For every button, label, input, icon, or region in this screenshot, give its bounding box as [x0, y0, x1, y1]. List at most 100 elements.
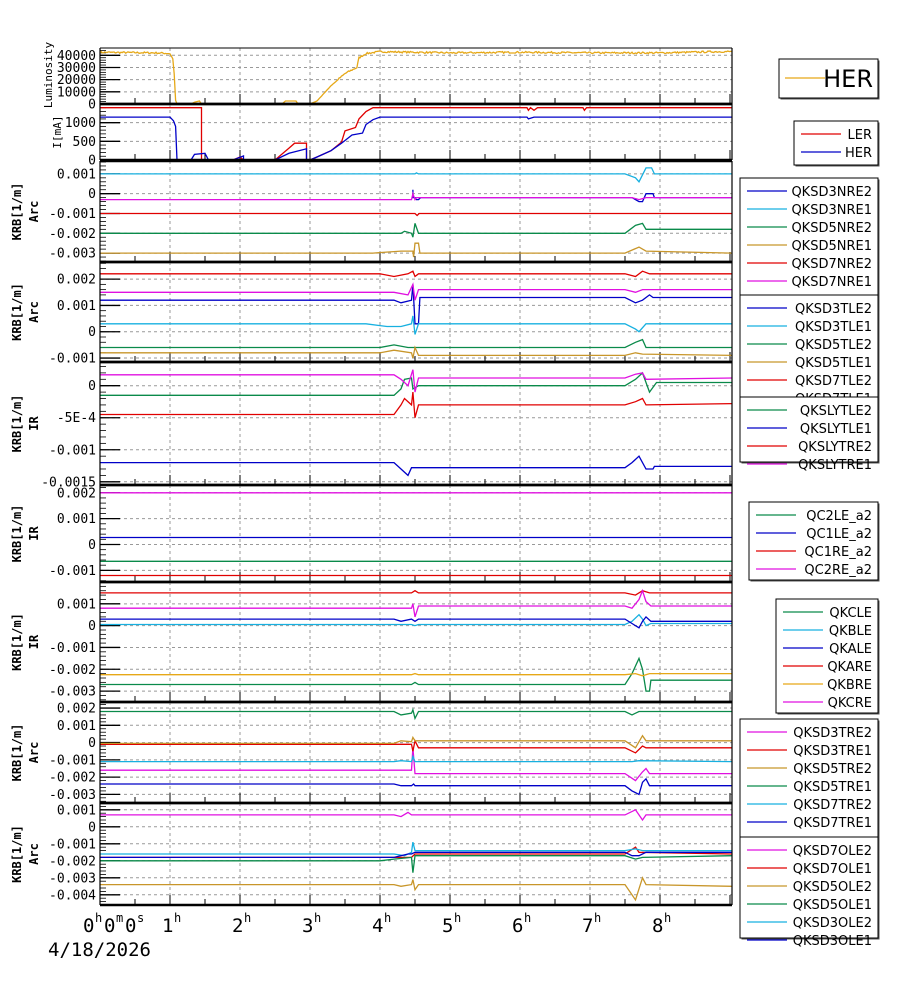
legend-label: QKBLE: [829, 624, 872, 639]
y-tick-label: 0: [88, 820, 96, 835]
series-line-QKSD7TLE1: [100, 282, 733, 301]
legend-label: QKSD3NRE1: [791, 203, 872, 218]
legend-label: LER: [848, 128, 873, 143]
legend-box: [739, 836, 879, 939]
x-tick-unit: h: [244, 911, 251, 925]
y-tick-label: -0.002: [49, 227, 96, 242]
panel-arc_nr: 0.001 0 -0.001 -0.002 -0.003 KRB[1/m] Arc: [10, 159, 733, 264]
legend-box: [739, 177, 879, 299]
legend-label: QKSD3TRE2: [793, 726, 872, 741]
series-line-QKSLYTRE2: [100, 392, 733, 418]
legend-label: QKSLYTLE2: [800, 404, 872, 419]
y-tick-label: 0.001: [57, 719, 96, 734]
y-axis-sublabel: IR: [27, 416, 41, 431]
series-line-QKSD5TRE1: [100, 707, 733, 721]
legend-box: [739, 718, 879, 840]
x-tick-unit: s: [137, 911, 144, 925]
y-tick-label: 10000: [57, 85, 96, 100]
legend-box: [748, 501, 879, 581]
series-line-QKSD7OLE2: [100, 808, 733, 822]
legend-ir_sly: QKSLYTLE2 QKSLYTLE1 QKSLYTRE2 QKSLYTRE1: [739, 396, 880, 473]
y-tick-label: 0: [88, 538, 96, 553]
panel-arc_tr: 0.002 0.001 0 -0.001 -0.002 -0.003 KRB[1/m] Arc: [10, 700, 733, 805]
y-axis-label: KRB[1/m]: [10, 283, 24, 341]
y-tick-label: 500: [73, 135, 96, 150]
y-tick-label: -0.001: [49, 564, 96, 579]
series-line-HER: [99, 50, 733, 105]
y-axis-label: I[mA]: [51, 115, 64, 148]
y-tick-label: -0.001: [49, 641, 96, 656]
legend-current: LER HER: [793, 120, 880, 167]
y-axis-label: Luminosity: [42, 42, 55, 109]
legend-label: QKSD3OLE1: [793, 934, 872, 949]
legend-label: QKSLYTRE2: [798, 440, 872, 455]
legend-label: HER: [845, 146, 872, 161]
y-tick-label: 0.001: [57, 512, 96, 527]
y-tick-label: 40000: [57, 49, 96, 64]
legend-label: QKSD5TLE1: [795, 356, 872, 371]
y-tick-label: 0.001: [57, 299, 96, 314]
legend-ir_qk: QKCLE QKBLE QKALE QKARE QKBRE QKCRE: [775, 598, 880, 715]
y-axis-sublabel: Arc: [27, 843, 41, 865]
legend-box: [793, 120, 879, 166]
legend-label: QKSD7TLE2: [795, 374, 872, 389]
y-tick-label: 0: [88, 98, 96, 113]
series-line-QKSD5OLE2: [100, 876, 733, 902]
y-tick-label: 0.002: [57, 486, 96, 501]
y-tick-label: -0.004: [49, 888, 96, 903]
x-tick-number: 1: [162, 915, 173, 937]
y-tick-label: 20000: [57, 73, 96, 88]
legend-arc_ole: QKSD7OLE2 QKSD7OLE1 QKSD5OLE2 QKSD5OLE1 QKSD…: [739, 836, 880, 949]
y-tick-label: -0.001: [49, 352, 96, 367]
y-axis-sublabel: Arc: [27, 742, 41, 764]
y-tick-label: 0.001: [57, 167, 96, 182]
y-axis-label: KRB[1/m]: [10, 395, 24, 453]
legend-label: QKSD7OLE2: [793, 844, 872, 859]
y-tick-label: -0.003: [49, 788, 96, 803]
y-tick-label: 0: [88, 619, 96, 634]
x-tick-unit: h: [664, 911, 671, 925]
x-tick-unit: h: [384, 911, 391, 925]
panel-arc_ole: 0.001 0 -0.001 -0.002 -0.003 -0.004 KRB[1/m] Ar…: [10, 801, 733, 907]
legend-label: QKSD3TLE2: [795, 302, 872, 317]
x-tick-unit: h: [314, 911, 321, 925]
legend-label: QKSD7TRE2: [793, 798, 872, 813]
series-line-QKCRE: [100, 588, 733, 618]
series-line-HER: [100, 116, 733, 161]
series-line-QKBRE: [100, 672, 733, 677]
legend-luminosity: HER: [778, 58, 880, 100]
y-tick-label: -0.001: [49, 443, 96, 458]
series-line-QKSLYTRE1: [100, 369, 733, 393]
x-tick-unit: h: [454, 911, 461, 925]
legend-label: QC2LE_a2: [806, 509, 872, 524]
legend-label: QKSD3TRE1: [793, 744, 872, 759]
legend-box: [739, 396, 879, 463]
legend-label: QC1RE_a2: [804, 545, 872, 560]
x-tick-unit: h: [594, 911, 601, 925]
y-axis-label: KRB[1/m]: [10, 505, 24, 563]
y-axis-label: KRB[1/m]: [10, 825, 24, 883]
series-line-QKSD5TLE1: [100, 345, 733, 359]
legend-box: [775, 598, 879, 714]
legend-label: QKSD5TRE2: [793, 762, 872, 777]
panel-ir_qk: 0.001 0 -0.001 -0.002 -0.003 KRB[1/m] IR: [10, 580, 733, 704]
legend-label: QKCLE: [829, 606, 872, 621]
legend-label: QKARE: [827, 660, 872, 675]
series-line-QKSD5TLE2: [100, 338, 733, 349]
series-line-QKSD5NRE2: [100, 222, 733, 238]
legend-label: QC2RE_a2: [804, 563, 872, 578]
series-line-QKSD5NRE1: [100, 242, 733, 258]
y-tick-label: -0.003: [49, 685, 96, 700]
series-line-QKSD7TRE2: [100, 754, 733, 763]
series-line-QKSD7TLE2: [100, 270, 733, 278]
legend-label: QKSD5NRE2: [791, 221, 872, 236]
x-tick-number: 6: [512, 915, 523, 937]
date-label: 4/18/2026: [48, 939, 151, 961]
